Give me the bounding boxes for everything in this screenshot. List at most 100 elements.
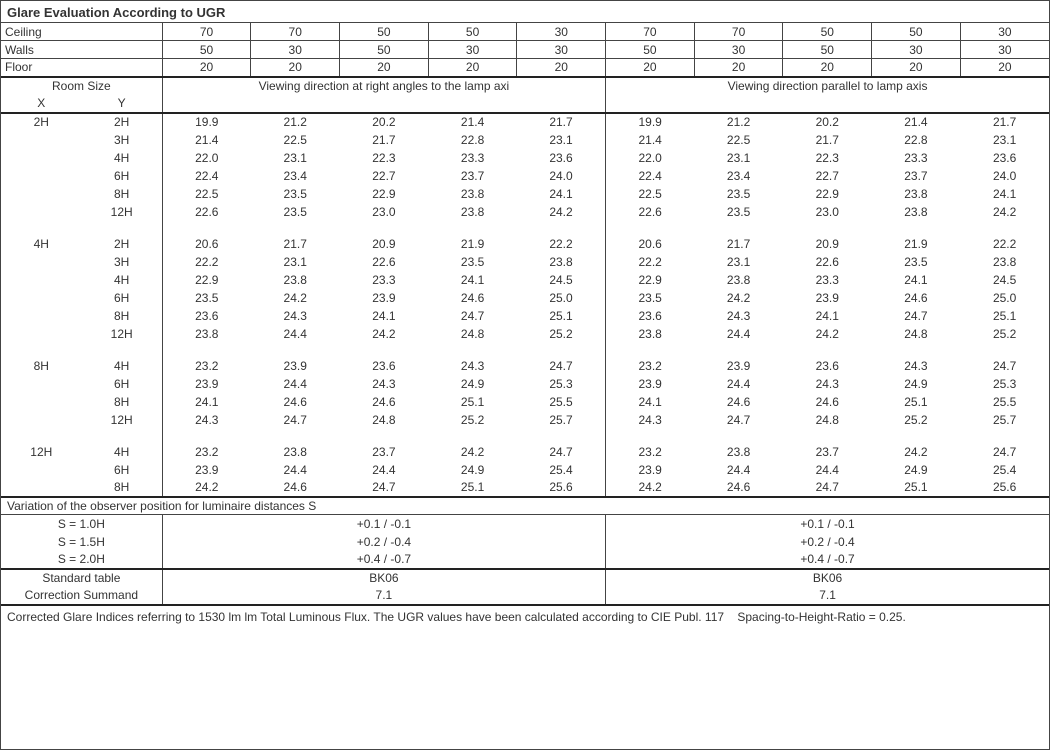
ugr-value: 20.2 xyxy=(340,113,429,131)
variation-label: Variation of the observer position for l… xyxy=(1,497,1049,515)
ugr-value: 24.8 xyxy=(783,411,872,429)
ugr-value: 23.0 xyxy=(340,203,429,221)
variation-a: +0.4 / -0.7 xyxy=(162,551,605,569)
x-value xyxy=(1,131,82,149)
ugr-value: 23.2 xyxy=(162,357,251,375)
ugr-value: 23.0 xyxy=(783,203,872,221)
ugr-value: 23.3 xyxy=(783,271,872,289)
x-value xyxy=(1,149,82,167)
ugr-value: 23.5 xyxy=(162,289,251,307)
ugr-value: 23.8 xyxy=(428,185,517,203)
ugr-value: 23.1 xyxy=(517,131,606,149)
ugr-value: 21.4 xyxy=(606,131,695,149)
ugr-value: 22.4 xyxy=(162,167,251,185)
walls-value: 30 xyxy=(872,41,961,59)
ugr-value: 21.4 xyxy=(428,113,517,131)
ugr-value: 22.2 xyxy=(517,235,606,253)
floor-value: 20 xyxy=(606,59,695,77)
ugr-value: 21.2 xyxy=(694,113,783,131)
ugr-value: 24.0 xyxy=(517,167,606,185)
ugr-value: 24.4 xyxy=(694,375,783,393)
ceiling-value: 70 xyxy=(251,23,340,41)
x-value xyxy=(1,253,82,271)
footer-text: Corrected Glare Indices referring to 153… xyxy=(1,605,1049,628)
ceiling-value: 50 xyxy=(783,23,872,41)
x-value xyxy=(1,289,82,307)
ugr-value: 24.7 xyxy=(783,479,872,497)
ugr-value: 21.7 xyxy=(517,113,606,131)
ugr-value: 24.7 xyxy=(428,307,517,325)
y-value: 4H xyxy=(82,443,163,461)
x-value xyxy=(1,393,82,411)
ugr-value: 23.8 xyxy=(251,443,340,461)
floor-value: 20 xyxy=(251,59,340,77)
ceiling-label: Ceiling xyxy=(1,23,162,41)
walls-value: 50 xyxy=(340,41,429,59)
walls-value: 30 xyxy=(694,41,783,59)
x-value xyxy=(1,375,82,393)
ugr-value: 24.9 xyxy=(428,375,517,393)
walls-value: 30 xyxy=(960,41,1049,59)
ugr-value: 24.9 xyxy=(872,461,961,479)
x-value xyxy=(1,479,82,497)
ugr-value: 23.9 xyxy=(783,289,872,307)
floor-value: 20 xyxy=(517,59,606,77)
ugr-value: 22.7 xyxy=(783,167,872,185)
ugr-value: 24.8 xyxy=(340,411,429,429)
x-value xyxy=(1,185,82,203)
ugr-value: 24.1 xyxy=(162,393,251,411)
ugr-value: 21.9 xyxy=(872,235,961,253)
ugr-value: 23.6 xyxy=(340,357,429,375)
ugr-value: 25.7 xyxy=(517,411,606,429)
ugr-value: 23.8 xyxy=(872,203,961,221)
standard-table-b: BK06 xyxy=(606,569,1049,587)
ugr-value: 23.9 xyxy=(606,461,695,479)
ugr-value: 25.1 xyxy=(428,393,517,411)
ugr-value: 23.2 xyxy=(162,443,251,461)
x-label: X xyxy=(1,95,82,113)
ugr-value: 19.9 xyxy=(606,113,695,131)
x-value: 2H xyxy=(1,113,82,131)
ugr-value: 22.9 xyxy=(340,185,429,203)
ugr-value: 22.9 xyxy=(783,185,872,203)
ugr-value: 23.4 xyxy=(694,167,783,185)
ugr-value: 24.7 xyxy=(340,479,429,497)
ugr-value: 22.2 xyxy=(960,235,1049,253)
ugr-value: 24.8 xyxy=(872,325,961,343)
ugr-value: 24.2 xyxy=(340,325,429,343)
ugr-value: 22.8 xyxy=(872,131,961,149)
ugr-value: 24.6 xyxy=(872,289,961,307)
ugr-value: 23.5 xyxy=(606,289,695,307)
ugr-value: 23.5 xyxy=(694,185,783,203)
ugr-value: 22.2 xyxy=(162,253,251,271)
ugr-value: 22.6 xyxy=(162,203,251,221)
x-value xyxy=(1,203,82,221)
ugr-value: 25.1 xyxy=(517,307,606,325)
floor-value: 20 xyxy=(340,59,429,77)
y-value: 3H xyxy=(82,253,163,271)
ugr-value: 23.8 xyxy=(694,271,783,289)
x-value xyxy=(1,411,82,429)
ugr-value: 21.4 xyxy=(162,131,251,149)
ugr-value: 24.2 xyxy=(872,443,961,461)
ugr-value: 24.1 xyxy=(340,307,429,325)
ugr-value: 23.5 xyxy=(251,203,340,221)
y-value: 12H xyxy=(82,325,163,343)
standard-table-label: Standard table xyxy=(1,569,162,587)
ugr-value: 21.7 xyxy=(960,113,1049,131)
ugr-value: 24.4 xyxy=(694,325,783,343)
ugr-value: 23.9 xyxy=(606,375,695,393)
ugr-value: 24.3 xyxy=(340,375,429,393)
ugr-value: 25.5 xyxy=(960,393,1049,411)
walls-value: 30 xyxy=(428,41,517,59)
y-value: 6H xyxy=(82,167,163,185)
ugr-value: 25.1 xyxy=(960,307,1049,325)
ugr-value: 21.7 xyxy=(694,235,783,253)
ugr-value: 25.3 xyxy=(517,375,606,393)
ugr-value: 20.6 xyxy=(162,235,251,253)
y-value: 3H xyxy=(82,131,163,149)
ugr-value: 24.3 xyxy=(694,307,783,325)
ugr-value: 22.0 xyxy=(162,149,251,167)
ceiling-value: 70 xyxy=(694,23,783,41)
x-value: 12H xyxy=(1,443,82,461)
